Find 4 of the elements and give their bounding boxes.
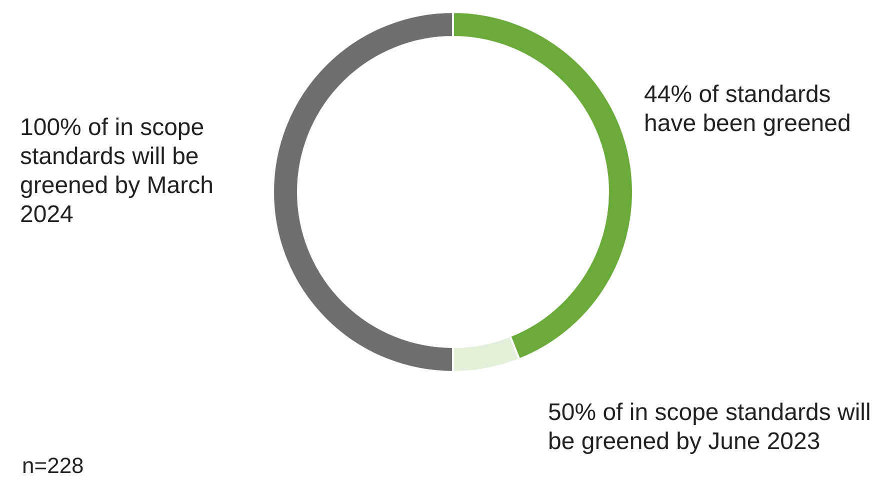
- slice-label: 50% of in scope standards will be greened by June 2023: [548, 398, 872, 456]
- slice-label: 44% of standards have been greened: [644, 80, 852, 138]
- text: n=228: [22, 453, 84, 479]
- slice-label: 100% of in scope standards will be greened by March 2024: [20, 113, 214, 229]
